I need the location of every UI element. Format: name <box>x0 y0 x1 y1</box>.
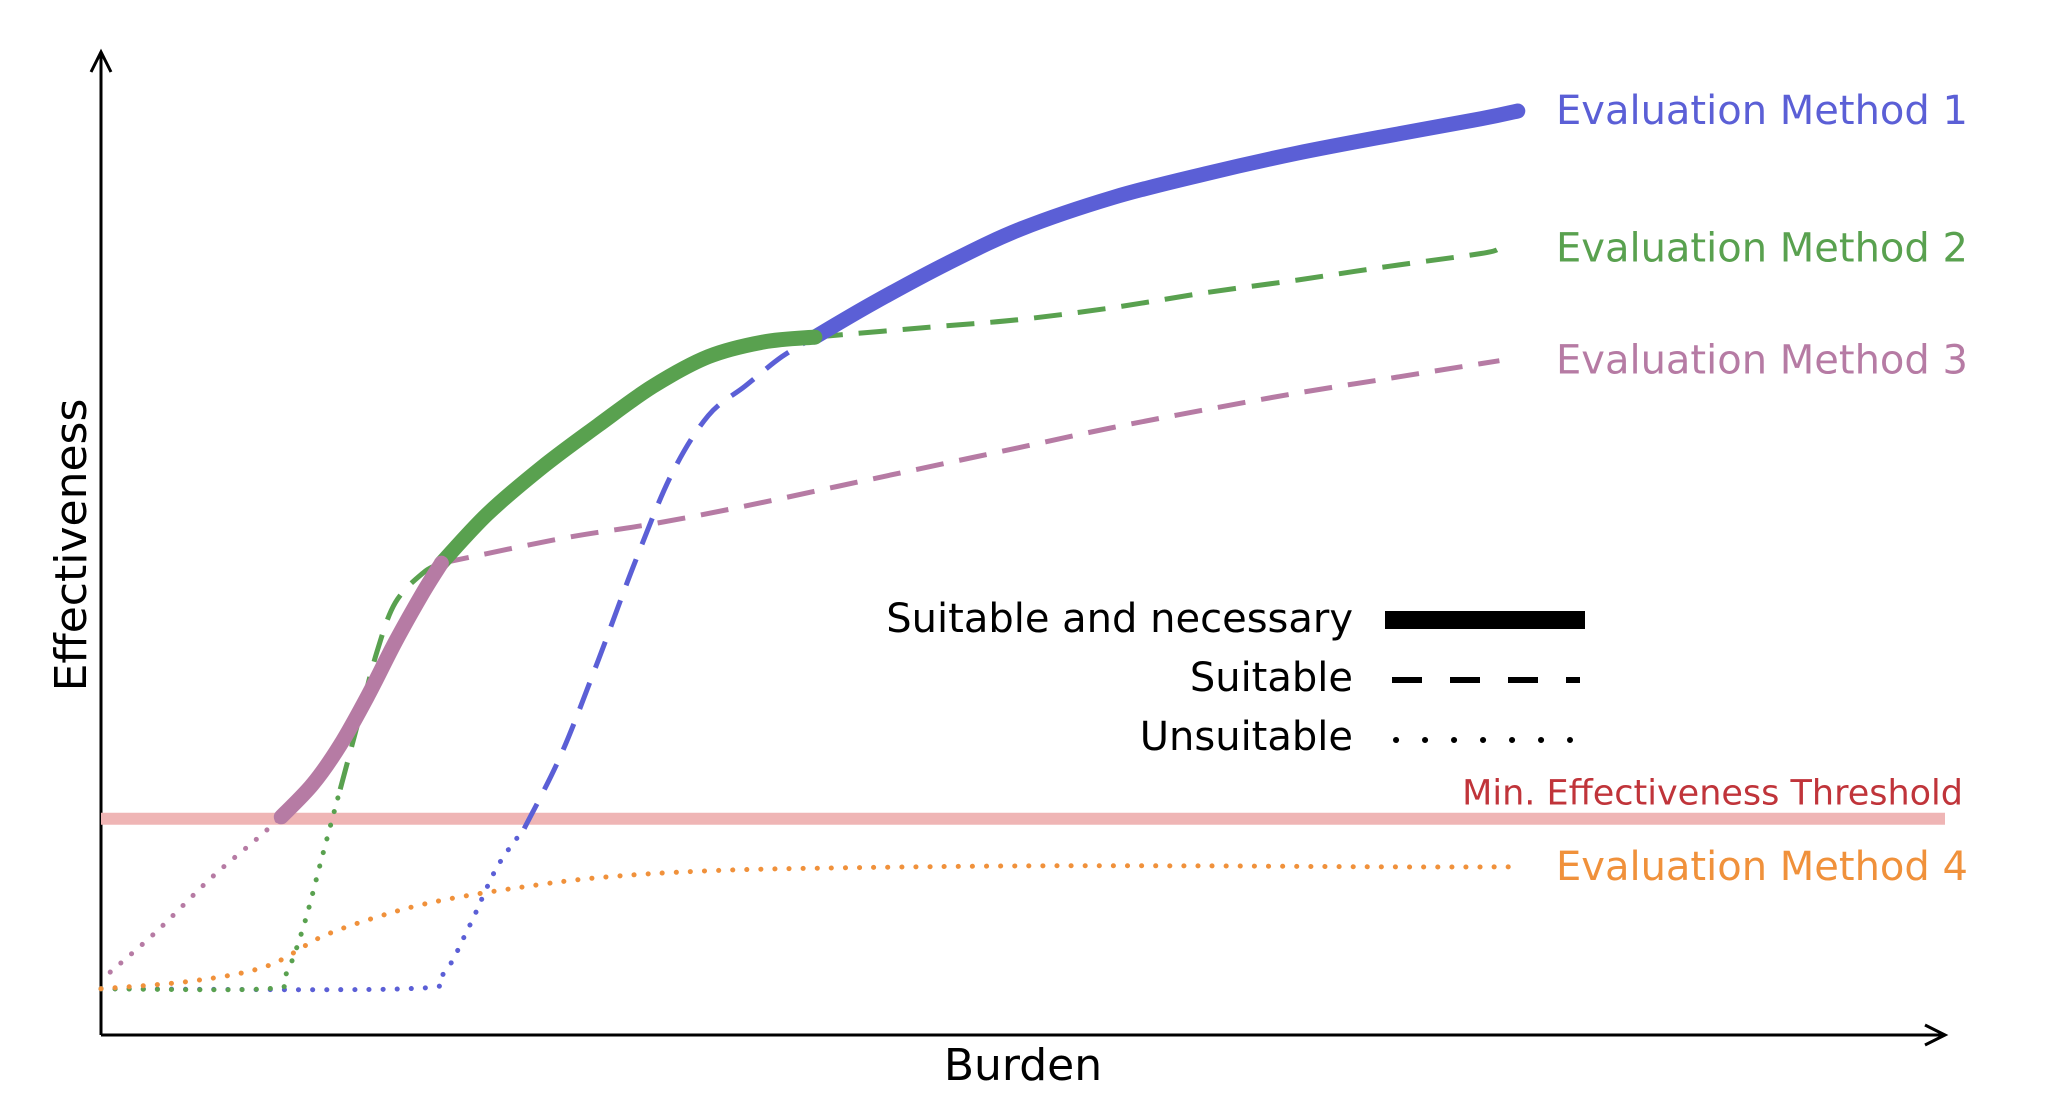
y-axis-arrowhead <box>89 48 113 73</box>
series-2-segment-3-solid <box>433 329 823 571</box>
series-label-4: Evaluation Method 4 <box>1556 844 1968 890</box>
series-4-segment-1-dotted <box>98 863 1521 992</box>
series-1 <box>98 334 817 993</box>
series-1-segment-1-dotted <box>98 826 527 993</box>
series-3-segment-1-dotted <box>107 814 284 975</box>
series-label-3: Evaluation Method 3 <box>1556 338 1968 384</box>
series-2-segment-4-dashed <box>814 246 1501 340</box>
series-group <box>98 103 1526 993</box>
series-4 <box>98 863 1521 992</box>
threshold-label: Min. Effectiveness Threshold <box>1462 774 1963 814</box>
x-axis-arrowhead <box>1924 1023 1949 1047</box>
series-3-segment-2-solid <box>273 555 449 825</box>
series-3 <box>107 358 1500 975</box>
axes <box>89 48 1949 1047</box>
series-labels: Evaluation Method 1 Evaluation Method 2 Ev… <box>1556 88 1968 890</box>
series-label-2: Evaluation Method 2 <box>1556 226 1968 272</box>
solid-segments-overlay <box>273 103 1526 825</box>
x-axis-label: Burden <box>944 1040 1102 1091</box>
series-1-segment-2-dashed <box>521 334 817 830</box>
y-axis-label: Effectiveness <box>46 399 97 692</box>
series-3-segment-3-dashed <box>440 358 1500 566</box>
series-2-segment-1-dotted <box>98 786 343 993</box>
series-label-1: Evaluation Method 1 <box>1556 88 1968 134</box>
series-1-segment-3-solid <box>807 103 1526 345</box>
legend-label-dashed: Suitable <box>1190 655 1353 701</box>
legend-label-dotted: Unsuitable <box>1140 714 1353 760</box>
legend: Suitable and necessary Suitable Unsuitab… <box>886 596 1585 760</box>
legend-label-solid: Suitable and necessary <box>886 596 1353 642</box>
